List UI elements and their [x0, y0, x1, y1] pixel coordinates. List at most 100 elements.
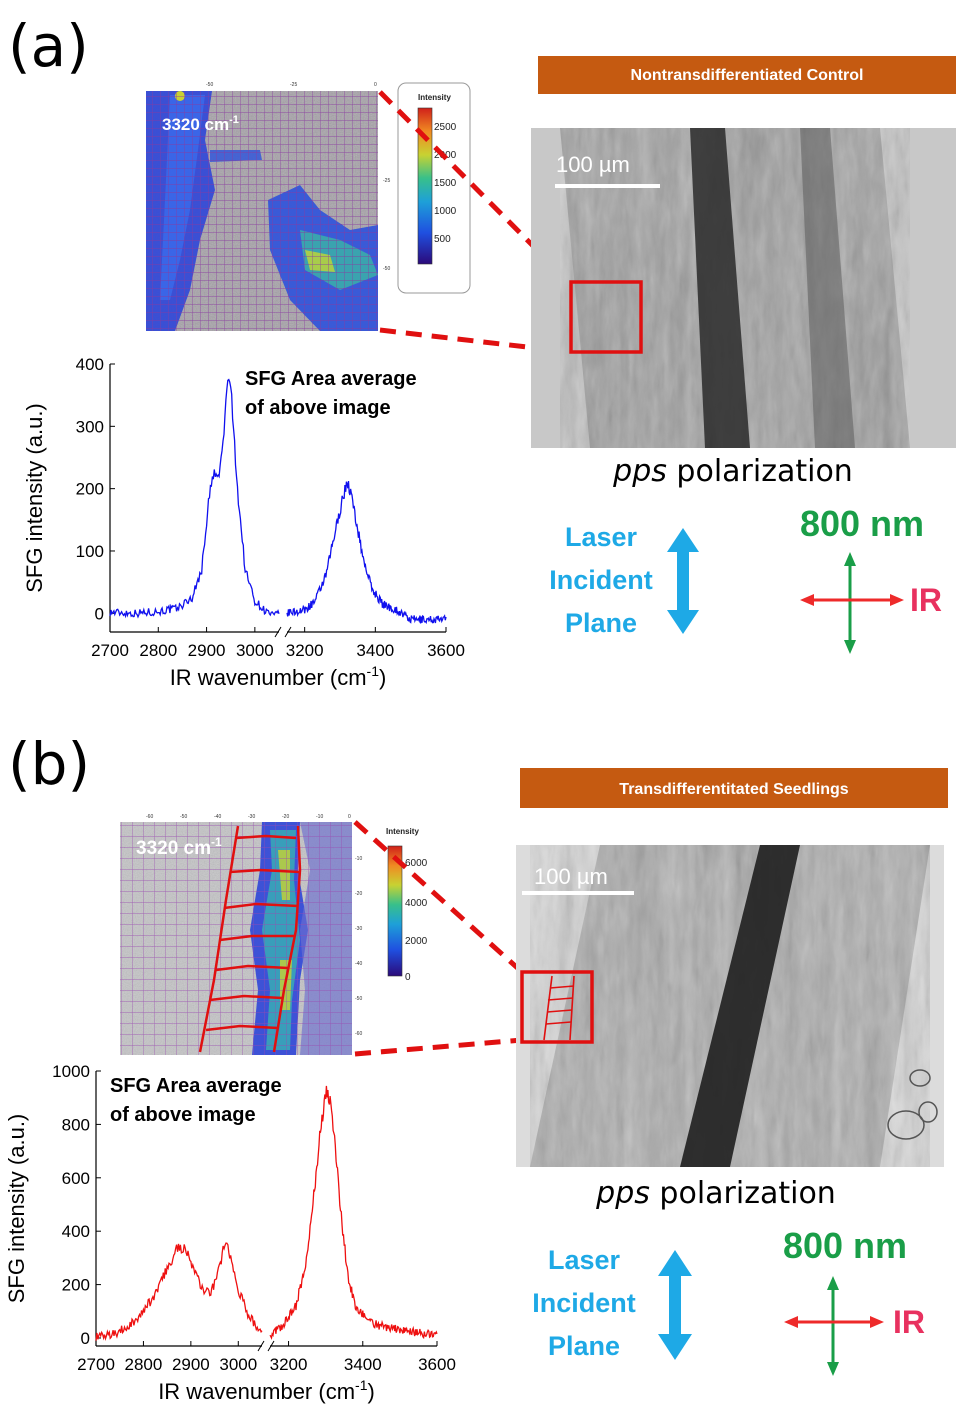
y-axis-title: SFG intensity (a.u.) [22, 403, 47, 593]
double-arrow-icon [658, 1250, 692, 1360]
polarization-b: pps polarization [595, 1176, 836, 1211]
y-tick-label: 100 [76, 542, 104, 561]
banner-a [538, 56, 956, 94]
y-tick-label: 400 [76, 355, 104, 374]
colorbar-b-tick: 0 [405, 972, 411, 983]
colorbar-a-tick: 1500 [434, 178, 457, 189]
x-tick-label: 3600 [427, 641, 465, 660]
laser-legend-b: Laser Incident Plane 800 nm IR [532, 1225, 925, 1376]
colorbar-a-tick: 500 [434, 234, 451, 245]
y-tick-label: 0 [95, 604, 104, 623]
y-axis-title: SFG intensity (a.u.) [4, 1114, 29, 1304]
banner-a-text: Nontransdifferentiated Control [631, 67, 864, 84]
series-line-left [95, 1242, 263, 1342]
x-tick-label: 2800 [139, 641, 177, 660]
colorbar-b-tick: 2000 [405, 936, 428, 947]
sfg-map-b: -60 -50 -40 -30 -20 -10 0 -10 -20 -30 -4… [120, 814, 362, 1055]
axis-break-mark [257, 1340, 275, 1352]
ir-label-b: IR [893, 1304, 925, 1340]
laser-line: Laser [548, 1245, 621, 1275]
roi-box-a [569, 280, 643, 354]
laser-line: Incident [532, 1288, 636, 1318]
x-axis-title: IR wavenumber (cm-1) [170, 663, 387, 690]
zoom-line-a-top [378, 90, 572, 285]
x-tick-label: 2700 [77, 1355, 115, 1374]
map-b-right-tick: -40 [355, 961, 362, 967]
map-b-top-tick: 0 [348, 814, 351, 820]
laser-line: Plane [565, 608, 637, 638]
micrograph-a: 100 µm [531, 128, 956, 448]
x-axis-title: IR wavenumber (cm-1) [158, 1377, 375, 1404]
colorbar-a-tick: 2500 [434, 122, 457, 133]
chart-a-annotation-line2: of above image [245, 397, 391, 419]
x-tick-label: 3400 [356, 641, 394, 660]
x-tick-label: 3400 [344, 1355, 382, 1374]
map-b-right-tick: -50 [355, 996, 362, 1002]
laser-line: Plane [548, 1331, 620, 1361]
map-b-right-tick: -30 [355, 926, 362, 932]
map-b-top-tick: -30 [248, 814, 255, 820]
banner-b-text: Transdifferentitated Seedlings [619, 781, 848, 798]
double-arrow-icon [667, 528, 699, 634]
y-tick-label: 0 [81, 1329, 90, 1348]
map-a-right-tick: -50 [383, 266, 390, 272]
panel-b-label: (b) [8, 730, 90, 798]
roi-box-b [520, 970, 594, 1044]
x-tick-label: 3000 [219, 1355, 257, 1374]
y-tick-label: 200 [76, 480, 104, 499]
laser-legend-a: Laser Incident Plane 800 nm IR [549, 503, 942, 654]
zoom-line-b-bottom [354, 1037, 523, 1057]
x-tick-label: 3200 [286, 641, 324, 660]
chart-b-annotation-line1: SFG Area average [110, 1075, 282, 1097]
chart-b: 0 200 400 600 800 1000 2700 2800 2900 3000 3200 340… [4, 1062, 456, 1404]
map-a-right-tick: -25 [383, 178, 390, 184]
scale-bar-a-label: 100 µm [556, 152, 630, 177]
colorbar-a-title: Intensity [418, 93, 451, 102]
sfg-map-a: -50 -25 0 -25 -50 3320 cm-1 [146, 82, 390, 331]
x-tick-label: 3000 [236, 641, 274, 660]
laser-line: Incident [549, 565, 653, 595]
y-tick-label: 300 [76, 417, 104, 436]
ir-label-a: IR [910, 582, 942, 618]
colorbar-b-tick: 4000 [405, 898, 428, 909]
x-tick-label: 2900 [172, 1355, 210, 1374]
panel-a-label: (a) [8, 12, 89, 80]
chart-b-annotation-line2: of above image [110, 1104, 256, 1126]
series-line-right [286, 480, 447, 625]
x-tick-label: 3200 [270, 1355, 308, 1374]
map-a-top-tick: 0 [374, 82, 377, 88]
map-b-right-tick: -60 [355, 1031, 362, 1037]
map-b-top-tick: -50 [180, 814, 187, 820]
cell-outline-overlay [198, 825, 302, 1053]
x-tick-label: 3600 [418, 1355, 456, 1374]
series-line-left [109, 378, 280, 619]
map-a-top-tick: -25 [290, 82, 297, 88]
axis-break-mark [274, 626, 292, 638]
map-a-top-tick: -50 [206, 82, 213, 88]
colorbar-b-tick: 6000 [405, 858, 428, 869]
y-tick-label: 600 [62, 1169, 90, 1188]
y-tick-label: 200 [62, 1276, 90, 1295]
banner-b [520, 768, 948, 808]
x-tick-label: 2800 [125, 1355, 163, 1374]
map-b-right-tick: -20 [355, 891, 362, 897]
map-b-top-tick: -40 [214, 814, 221, 820]
colorbar-a-tick: 1000 [434, 206, 457, 217]
colorbar-a: Intensity 2500 2000 1500 1000 500 [397, 82, 471, 294]
zoom-line-b-top [353, 820, 524, 974]
map-b-top-tick: -60 [146, 814, 153, 820]
map-b-top-tick: -10 [316, 814, 323, 820]
x-tick-label: 2700 [91, 641, 129, 660]
colorbar-b-title: Intensity [386, 827, 419, 836]
y-tick-label: 1000 [52, 1062, 90, 1081]
map-b-right-tick: -10 [355, 856, 362, 862]
y-tick-label: 800 [62, 1115, 90, 1134]
polarization-a: pps polarization [612, 454, 853, 489]
beam-label-a: 800 nm [800, 503, 924, 544]
chart-a: 0 100 200 300 400 2700 2800 2900 3000 3200 3400 360… [22, 355, 465, 690]
x-tick-label: 2900 [188, 641, 226, 660]
map-a-wavenumber-label: 3320 cm-1 [162, 114, 239, 134]
chart-a-annotation-line1: SFG Area average [245, 368, 417, 390]
laser-line: Laser [565, 522, 638, 552]
